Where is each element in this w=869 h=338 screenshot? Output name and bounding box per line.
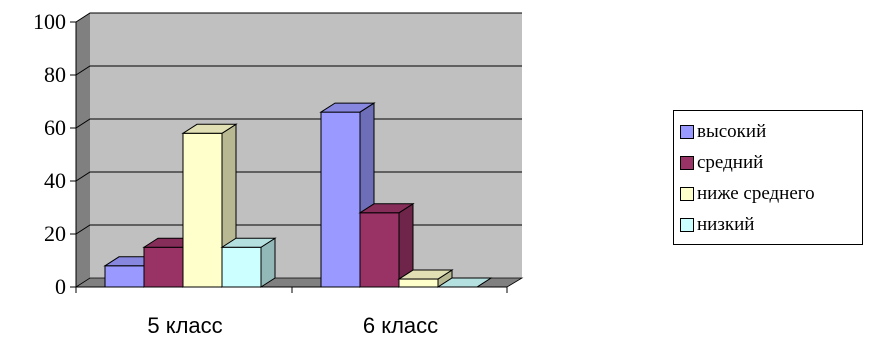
bar	[436, 277, 493, 288]
legend-label: низкий	[697, 213, 755, 235]
bar-front	[359, 212, 400, 288]
legend: высокий средний ниже среднего низкий	[673, 110, 863, 245]
bar-top	[397, 269, 454, 280]
bar-front	[182, 132, 223, 288]
gridline	[75, 12, 522, 23]
legend-label: ниже среднего	[697, 182, 815, 204]
legend-swatch	[680, 186, 694, 201]
legend-swatch	[680, 217, 694, 232]
bars	[103, 102, 493, 288]
gridline	[75, 118, 522, 129]
bar-front	[104, 265, 145, 288]
bar-top	[436, 277, 493, 288]
bar-front	[320, 111, 361, 288]
x-category-label: 6 класс	[363, 313, 438, 338]
plot-area	[74, 13, 524, 288]
legend-item: низкий	[680, 209, 862, 240]
bar-top	[181, 123, 238, 134]
bar-top	[358, 203, 415, 214]
y-tick-label: 20	[44, 221, 66, 246]
gridlines	[75, 12, 522, 235]
bar	[181, 123, 238, 288]
side-wall	[76, 13, 90, 287]
legend-label: средний	[697, 151, 764, 173]
bar-front	[143, 246, 184, 288]
y-tick-label: 80	[44, 62, 66, 87]
back-wall	[90, 13, 522, 278]
legend-item: средний	[680, 147, 862, 178]
bar	[220, 237, 277, 288]
legend-item: высокий	[680, 116, 862, 147]
legend-swatch	[680, 124, 694, 139]
x-category-label: 5 класс	[147, 313, 222, 338]
y-tick-label: 100	[33, 9, 66, 34]
gridline	[75, 171, 522, 182]
y-axis-ticks: 0 20 40 60 80 100	[33, 9, 76, 299]
y-tick-label: 60	[44, 115, 66, 140]
bar-top	[220, 237, 277, 248]
y-tick-label: 0	[55, 274, 66, 299]
y-tick-label: 40	[44, 168, 66, 193]
bar-front	[221, 246, 262, 288]
legend-item: ниже среднего	[680, 178, 862, 209]
bar-front	[398, 278, 439, 288]
bar-top	[319, 102, 376, 113]
gridline	[75, 65, 522, 76]
x-axis-labels: 5 класс 6 класс	[75, 287, 508, 338]
bar	[358, 202, 415, 288]
legend-swatch	[680, 155, 694, 170]
legend-label: высокий	[697, 120, 767, 142]
